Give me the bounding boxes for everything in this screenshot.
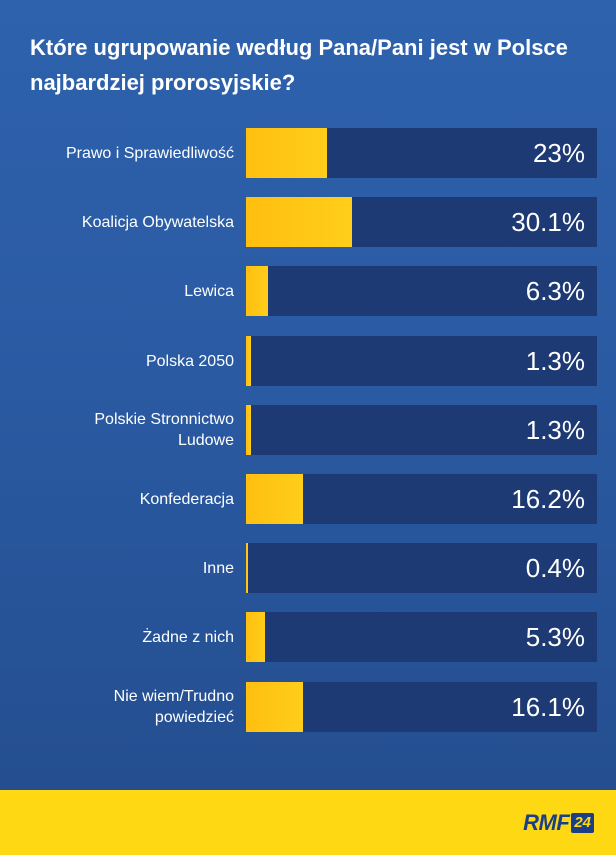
value-label: 1.3% xyxy=(525,414,585,445)
bar xyxy=(246,543,248,593)
category-label: Prawo i Sprawiedliwość xyxy=(65,144,234,162)
bar-row: Polska 2050 1.3% xyxy=(0,336,616,386)
value-label: 30.1% xyxy=(511,206,585,237)
value-label: 23% xyxy=(532,137,585,168)
value-label: 0.4% xyxy=(525,552,585,583)
bar-row: Nie wiem/Trudno powiedzieć 16.1% xyxy=(0,682,616,732)
category-label: Polska 2050 xyxy=(145,352,234,370)
category-label: Koalicja Obywatelska xyxy=(81,213,234,231)
category-label: Konfederacja xyxy=(139,490,234,508)
bar xyxy=(246,682,303,732)
bar-row: Lewica 6.3% xyxy=(0,266,616,316)
category-label: Lewica xyxy=(184,282,234,300)
bar xyxy=(246,612,265,662)
bar-chart: Prawo i Sprawiedliwość 23% Koalicja Obywat… xyxy=(0,128,616,732)
bar-track: 0.4% xyxy=(246,543,597,593)
logo-text: RMF xyxy=(523,810,570,835)
category-label: Inne xyxy=(202,559,234,577)
bar-row: Inne 0.4% xyxy=(0,543,616,593)
bar-row: Polskie Stronnictwo Ludowe 1.3% xyxy=(0,405,616,455)
value-label: 6.3% xyxy=(525,275,585,306)
bar xyxy=(246,336,251,386)
bar xyxy=(246,405,251,455)
bar-row: Żadne z nich 5.3% xyxy=(0,612,616,662)
category-label: Żadne z nich xyxy=(142,628,234,646)
bar-track: 16.2% xyxy=(246,474,597,524)
bar-row: Prawo i Sprawiedliwość 23% xyxy=(0,128,616,178)
bar-track: 1.3% xyxy=(246,405,597,455)
bar-track: 1.3% xyxy=(246,336,597,386)
value-label: 5.3% xyxy=(525,621,585,652)
bar-row: Koalicja Obywatelska 30.1% xyxy=(0,197,616,247)
logo-badge: 24 xyxy=(571,813,594,833)
bar xyxy=(246,266,268,316)
value-label: 16.1% xyxy=(511,691,585,722)
footer-bar: RMF 24 xyxy=(0,790,616,855)
category-label: Polskie Stronnictwo Ludowe xyxy=(94,411,234,449)
bar xyxy=(246,197,352,247)
bar xyxy=(246,128,327,178)
value-label: 16.2% xyxy=(511,483,585,514)
bar xyxy=(246,474,303,524)
bar-track: 6.3% xyxy=(246,266,597,316)
value-label: 1.3% xyxy=(525,345,585,376)
category-label: Nie wiem/Trudno powiedzieć xyxy=(113,688,234,726)
bar-track: 16.1% xyxy=(246,682,597,732)
bar-row: Konfederacja 16.2% xyxy=(0,474,616,524)
bar-track: 5.3% xyxy=(246,612,597,662)
bar-track: 30.1% xyxy=(246,197,597,247)
bar-track: 23% xyxy=(246,128,597,178)
rmf24-logo: RMF 24 xyxy=(523,810,594,835)
chart-title: Które ugrupowanie według Pana/Pani jest … xyxy=(30,35,568,95)
